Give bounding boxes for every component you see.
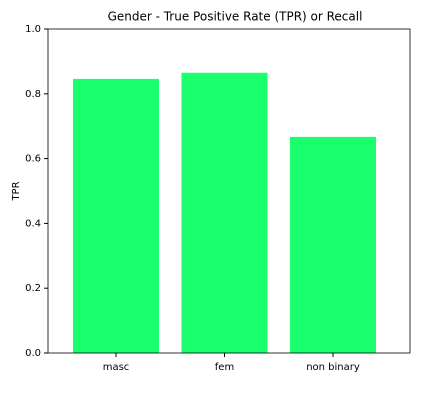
y-tick-label: 1.0 <box>25 24 41 35</box>
plot-frame <box>47 28 411 354</box>
bar <box>73 78 159 354</box>
x-tick-label: non binary <box>306 362 360 373</box>
y-tick-label: 0.6 <box>25 154 41 165</box>
y-tick-label: 0.2 <box>25 283 41 294</box>
x-tick-label: fem <box>215 362 234 373</box>
chart-title: Gender - True Positive Rate (TPR) or Rec… <box>108 10 363 24</box>
y-tick-label: 0.0 <box>25 348 41 359</box>
y-axis-label: TPR <box>11 181 22 201</box>
bar <box>181 72 268 354</box>
x-tick-label: masc <box>103 362 130 373</box>
y-tick-label: 0.8 <box>25 89 41 100</box>
bar <box>290 136 376 353</box>
y-tick-label: 0.4 <box>25 218 41 229</box>
